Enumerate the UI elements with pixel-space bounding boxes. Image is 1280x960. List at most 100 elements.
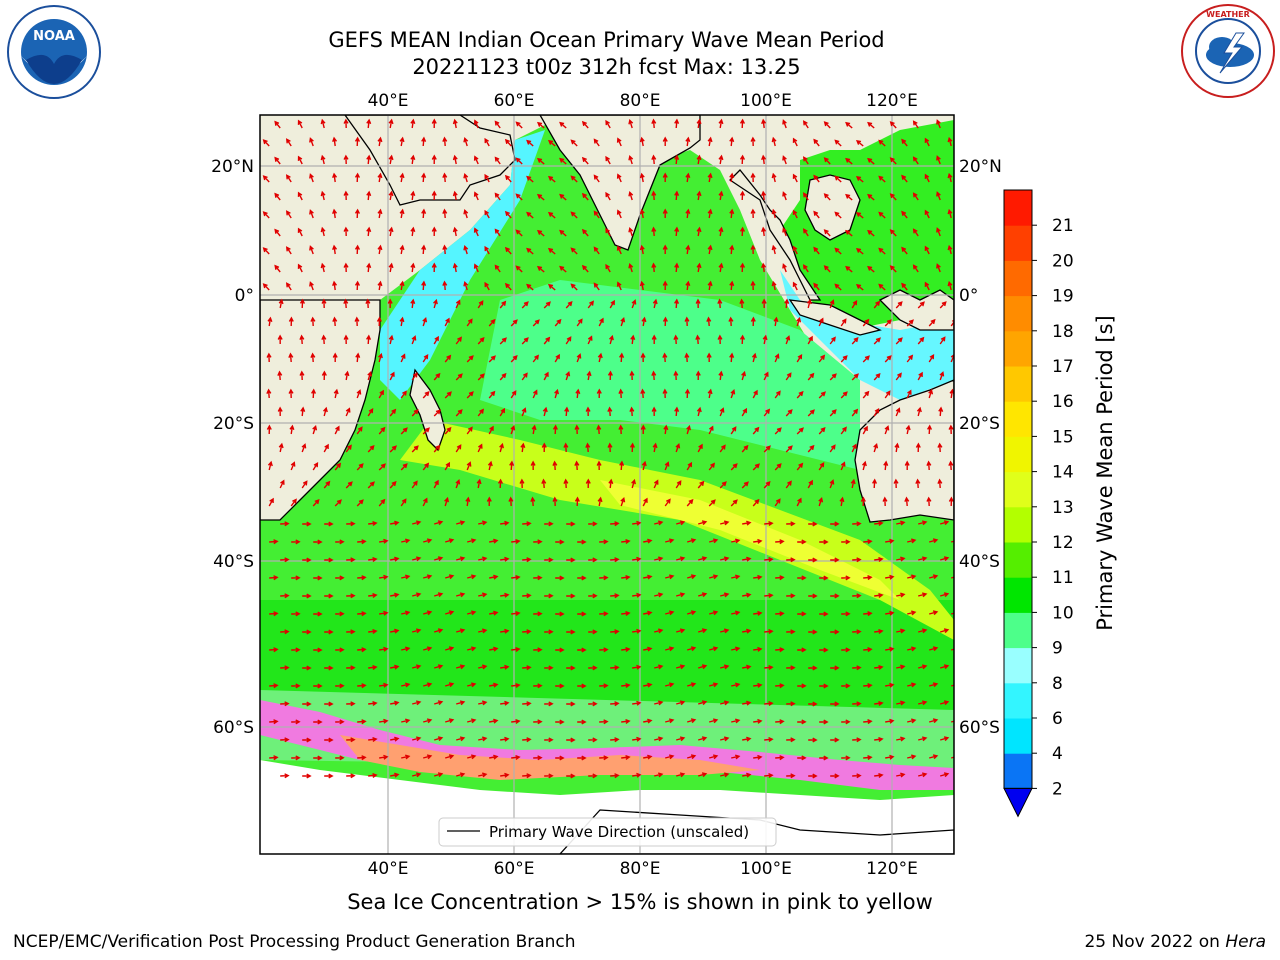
direction-arrow <box>473 155 479 165</box>
direction-arrow <box>697 443 703 453</box>
direction-arrow <box>343 334 349 345</box>
direction-arrow <box>522 737 532 743</box>
direction-arrow <box>422 317 428 327</box>
direction-arrow <box>608 334 614 345</box>
direction-arrow <box>521 337 529 345</box>
direction-arrow <box>751 352 757 363</box>
direction-arrow <box>274 192 281 201</box>
direction-arrow <box>530 460 536 471</box>
lon-tick-top-120e: 120°E <box>866 91 918 111</box>
direction-arrow <box>581 228 589 237</box>
direction-arrow <box>654 628 664 634</box>
direction-arrow <box>631 478 636 489</box>
direction-arrow <box>280 593 290 599</box>
direction-arrow <box>401 574 411 580</box>
direction-arrow <box>452 190 458 201</box>
direction-arrow <box>674 406 680 417</box>
direction-arrow <box>500 700 510 706</box>
direction-arrow <box>332 352 338 362</box>
direction-arrow <box>588 701 598 707</box>
direction-arrow <box>802 192 809 201</box>
direction-arrow <box>707 244 713 255</box>
direction-arrow <box>819 575 829 581</box>
footer-date-text: 25 Nov 2022 on <box>1084 932 1226 952</box>
direction-arrow <box>620 317 626 327</box>
direction-arrow <box>901 246 908 255</box>
direction-arrow <box>511 754 521 760</box>
direction-arrow <box>829 373 837 381</box>
direction-arrow <box>387 298 393 308</box>
direction-arrow <box>708 499 716 507</box>
direction-arrow <box>444 461 451 471</box>
direction-arrow <box>739 226 746 237</box>
direction-arrow <box>830 665 840 671</box>
direction-arrow <box>477 443 483 453</box>
direction-arrow <box>907 754 917 760</box>
direction-arrow <box>939 301 947 309</box>
direction-arrow <box>366 190 372 201</box>
direction-arrow <box>434 700 444 706</box>
direction-arrow <box>610 773 620 779</box>
colorbar-segment <box>1004 647 1032 684</box>
direction-arrow <box>455 444 462 453</box>
direction-arrow <box>731 718 741 724</box>
direction-arrow <box>526 175 534 183</box>
direction-arrow <box>739 334 746 345</box>
direction-arrow <box>750 208 756 219</box>
direction-arrow <box>570 211 578 219</box>
direction-arrow <box>400 463 408 471</box>
direction-arrow <box>896 736 906 742</box>
graticule <box>260 115 954 854</box>
direction-arrow <box>739 298 745 309</box>
direction-arrow <box>771 244 777 255</box>
colorbar-segment <box>1004 401 1032 437</box>
direction-arrow <box>924 245 930 255</box>
direction-arrow <box>262 247 270 255</box>
direction-arrow <box>878 211 886 219</box>
direction-arrow <box>764 772 774 778</box>
direction-arrow <box>521 372 528 381</box>
direction-arrow <box>278 298 284 309</box>
direction-arrow <box>818 391 826 399</box>
lat-ticks-left: 20°N 0° 20°S 40°S 60°S <box>211 157 254 738</box>
direction-arrow <box>786 737 796 743</box>
direction-arrow <box>640 352 646 363</box>
direction-arrow <box>850 478 856 489</box>
direction-arrow <box>354 172 361 183</box>
direction-arrow <box>918 556 928 562</box>
direction-arrow <box>929 538 939 544</box>
direction-arrow <box>297 227 303 237</box>
direction-arrow <box>445 646 455 652</box>
direction-arrow <box>310 352 316 363</box>
direction-arrow <box>332 280 338 291</box>
lon-tick-top-40e: 40°E <box>368 91 409 111</box>
direction-arrow <box>885 682 895 688</box>
direction-arrow <box>610 629 620 635</box>
direction-arrow <box>343 190 349 201</box>
direction-arrow <box>651 406 657 417</box>
direction-arrow <box>467 574 477 580</box>
direction-arrow <box>547 175 556 183</box>
direction-arrow <box>851 373 859 381</box>
direction-arrow <box>605 227 611 237</box>
direction-arrow <box>841 575 851 581</box>
direction-arrow <box>422 391 430 399</box>
direction-arrow <box>808 629 818 635</box>
direction-arrow <box>640 388 646 399</box>
direction-arrow <box>873 337 881 345</box>
direction-arrow <box>951 576 954 579</box>
direction-arrow <box>379 682 389 688</box>
direction-arrow <box>610 701 620 707</box>
direction-arrow <box>947 136 953 147</box>
direction-arrow <box>607 406 613 417</box>
direction-arrow <box>267 316 273 327</box>
direction-arrow <box>802 264 809 273</box>
direction-arrow <box>874 520 884 526</box>
direction-arrow <box>830 521 840 527</box>
direction-arrow <box>608 478 614 489</box>
direction-arrow <box>621 682 631 688</box>
direction-arrow <box>718 226 724 237</box>
direction-arrow <box>285 210 292 219</box>
direction-arrow <box>928 388 934 399</box>
direction-arrow <box>344 370 350 381</box>
